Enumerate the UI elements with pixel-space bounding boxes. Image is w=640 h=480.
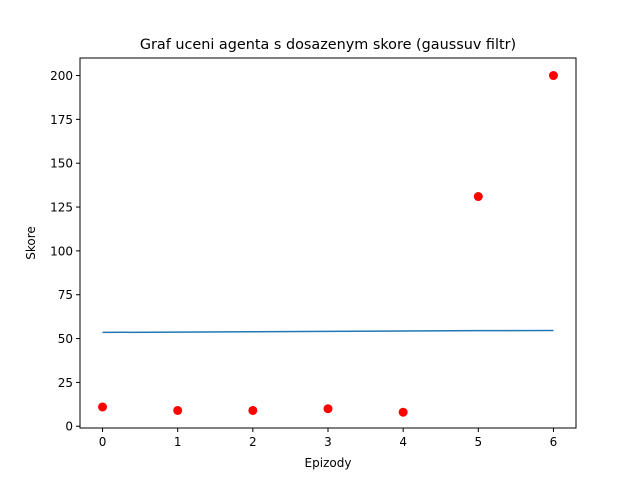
x-tick-label: 6	[550, 435, 558, 449]
plot-area: 0 1 2 3 4 5 6 0 25 50 75 100 125 150 175 200	[50, 57, 577, 449]
y-tick-label: 75	[58, 288, 73, 302]
chart-title: Graf uceni agenta s dosazenym skore (gau…	[140, 37, 516, 53]
x-tick-label: 2	[249, 435, 257, 449]
x-tick-label: 1	[174, 435, 182, 449]
scatter-point	[173, 405, 183, 415]
scatter-point	[473, 192, 483, 202]
y-tick-label: 25	[58, 376, 73, 390]
series-line	[102, 329, 554, 334]
y-tick-label: 175	[50, 113, 73, 127]
scatter-point	[323, 404, 333, 414]
x-axis-label: Epizody	[305, 456, 352, 470]
y-tick-label: 100	[50, 244, 73, 258]
scatter-point	[98, 402, 108, 412]
x-tick-label: 4	[399, 435, 407, 449]
scatter-point	[548, 71, 558, 81]
y-axis-label: Skore	[24, 226, 38, 260]
y-tick-label: 125	[50, 201, 73, 215]
scatter-point	[398, 407, 408, 417]
y-tick-label: 150	[50, 157, 73, 171]
x-tick-label: 3	[324, 435, 332, 449]
x-tick-label: 0	[99, 435, 107, 449]
y-tick-label: 50	[58, 332, 73, 346]
y-tick-label: 0	[65, 420, 73, 434]
y-tick-label: 200	[50, 69, 73, 83]
scatter-point	[248, 405, 258, 415]
x-tick-label: 5	[474, 435, 482, 449]
